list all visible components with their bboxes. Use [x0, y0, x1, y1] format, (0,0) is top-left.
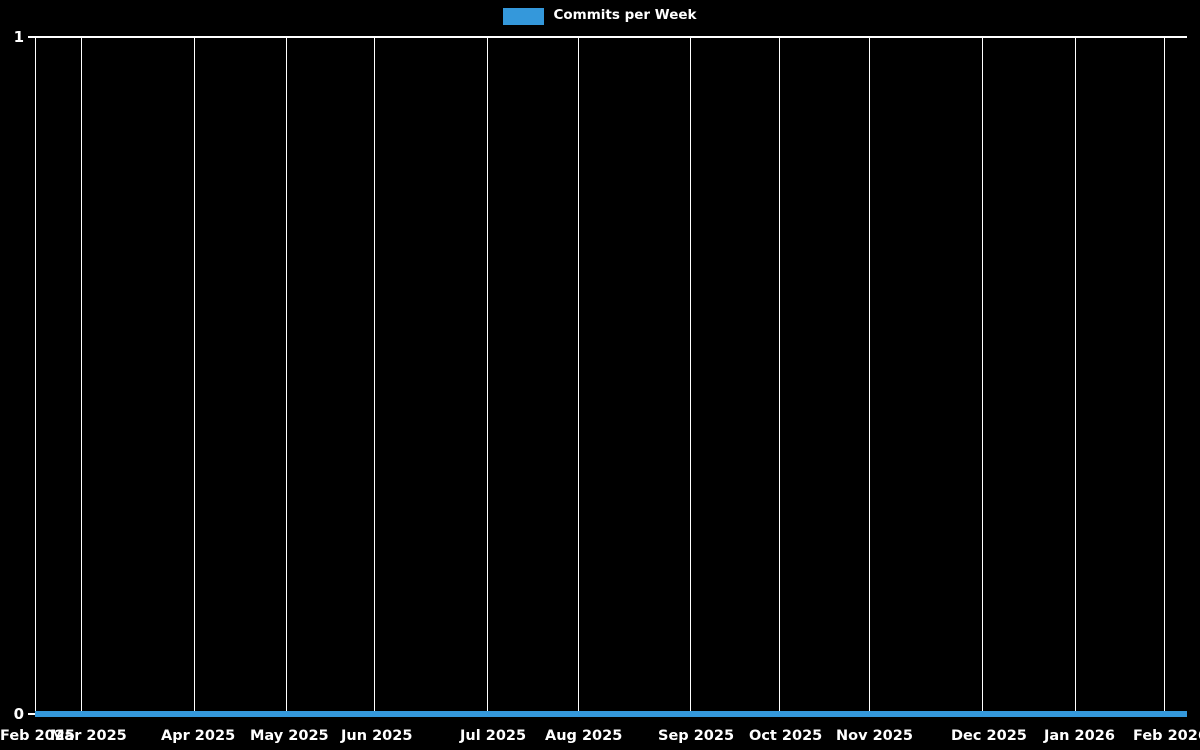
ytick-mark-1	[28, 36, 35, 38]
chart-legend: Commits per Week	[0, 0, 1200, 32]
gridline-vertical	[982, 37, 983, 714]
xtick-label-jan-2026: Jan 2026	[1044, 728, 1115, 744]
axis-top-spine	[35, 36, 1187, 38]
gridline-vertical	[81, 37, 82, 714]
xtick-label-nov-2025: Nov 2025	[836, 728, 913, 744]
plot-area	[35, 37, 1187, 714]
xtick-label-feb-2026: Feb 2026	[1133, 728, 1200, 744]
xtick-label-may-2025: May 2025	[250, 728, 329, 744]
gridline-vertical	[869, 37, 870, 714]
xtick-label-dec-2025: Dec 2025	[951, 728, 1027, 744]
gridline-vertical	[487, 37, 488, 714]
gridline-vertical	[1075, 37, 1076, 714]
xtick-label-oct-2025: Oct 2025	[749, 728, 823, 744]
legend-label: Commits per Week	[553, 7, 697, 24]
ytick-mark-0	[28, 713, 35, 715]
xtick-label-apr-2025: Apr 2025	[161, 728, 236, 744]
gridline-vertical	[779, 37, 780, 714]
gridline-vertical	[286, 37, 287, 714]
gridline-vertical	[1164, 37, 1165, 714]
xtick-label-aug-2025: Aug 2025	[545, 728, 623, 744]
ytick-label-1: 1	[13, 28, 24, 46]
xtick-label-jul-2025: Jul 2025	[460, 728, 527, 744]
legend-entry-commits-per-week[interactable]: Commits per Week	[503, 7, 697, 25]
xtick-label-sep-2025: Sep 2025	[658, 728, 735, 744]
xtick-label-feb-2025: Feb 2025	[0, 728, 75, 744]
gridline-vertical	[194, 37, 195, 714]
xtick-label-mar-2025: Mar 2025	[50, 728, 127, 744]
gridline-vertical	[578, 37, 579, 714]
xtick-label-jun-2025: Jun 2025	[341, 728, 413, 744]
gridline-vertical	[35, 37, 36, 714]
ytick-label-0: 0	[13, 705, 24, 723]
gridline-vertical	[374, 37, 375, 714]
legend-swatch-icon	[503, 7, 545, 25]
gridline-vertical	[690, 37, 691, 714]
